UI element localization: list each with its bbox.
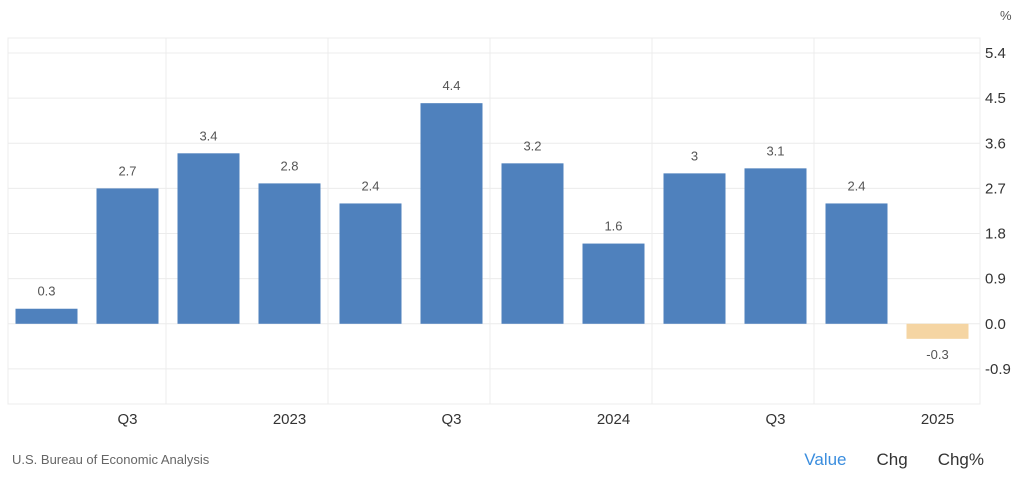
y-tick-label: 5.4 bbox=[985, 45, 1006, 62]
x-tick-label: Q3 bbox=[441, 411, 461, 428]
data-labels: 0.3 2.7 3.4 2.8 2.4 4.4 3.2 1.6 3 3.1 2.4 -0.3 bbox=[37, 78, 948, 362]
bar-value-label: 4.4 bbox=[442, 78, 460, 93]
y-tick-label: 4.5 bbox=[985, 90, 1006, 107]
bar-value-label: 0.3 bbox=[37, 284, 55, 299]
bar-value-label: 2.7 bbox=[118, 163, 136, 178]
y-axis: 5.4 4.5 3.6 2.7 1.8 0.9 0.0 -0.9 bbox=[985, 45, 1011, 378]
y-tick-label: 0.0 bbox=[985, 316, 1006, 333]
bar-value-label: -0.3 bbox=[926, 347, 948, 362]
y-tick-label: 3.6 bbox=[985, 135, 1006, 152]
y-tick-label: 2.7 bbox=[985, 180, 1006, 197]
bar bbox=[420, 103, 483, 324]
y-axis-unit: % bbox=[1000, 8, 1012, 23]
bar bbox=[339, 203, 402, 324]
grid-lines bbox=[7, 37, 981, 405]
bar-value-label: 2.8 bbox=[280, 158, 298, 173]
gdp-bar-chart: 0.3 2.7 3.4 2.8 2.4 4.4 3.2 1.6 3 3.1 2.4 -0.3 5.4 4… bbox=[7, 8, 1012, 428]
bar bbox=[177, 153, 240, 324]
y-tick-label: -0.9 bbox=[985, 361, 1011, 378]
bar-value-label: 2.4 bbox=[847, 178, 865, 193]
bar bbox=[744, 168, 807, 324]
x-tick-label: 2025 bbox=[921, 411, 954, 428]
bar-value-label: 3 bbox=[691, 148, 698, 163]
bar-value-label: 3.2 bbox=[523, 138, 541, 153]
x-tick-label: Q3 bbox=[117, 411, 137, 428]
bar bbox=[258, 183, 321, 324]
x-axis: Q3 2023 Q3 2024 Q3 2025 bbox=[117, 411, 954, 428]
value-toggle[interactable]: Value bbox=[804, 450, 847, 469]
view-toggles: Value Chg Chg% bbox=[804, 450, 984, 470]
x-tick-label: 2023 bbox=[273, 411, 306, 428]
x-tick-label: 2024 bbox=[597, 411, 630, 428]
y-tick-label: 0.9 bbox=[985, 271, 1006, 288]
bar bbox=[663, 173, 726, 324]
bars bbox=[15, 103, 969, 339]
plot-frame bbox=[7, 37, 981, 405]
bar bbox=[906, 323, 969, 339]
x-tick-label: Q3 bbox=[765, 411, 785, 428]
bar-value-label: 3.4 bbox=[199, 128, 217, 143]
y-tick-label: 1.8 bbox=[985, 226, 1006, 243]
bar bbox=[825, 203, 888, 324]
bar bbox=[15, 308, 78, 324]
bar-value-label: 3.1 bbox=[766, 143, 784, 158]
bar-value-label: 2.4 bbox=[361, 178, 379, 193]
chg-toggle[interactable]: Chg bbox=[876, 450, 908, 469]
chg-percent-toggle[interactable]: Chg% bbox=[937, 450, 984, 469]
bar bbox=[582, 243, 645, 324]
bar bbox=[501, 163, 564, 324]
source-label: U.S. Bureau of Economic Analysis bbox=[12, 452, 210, 467]
bar bbox=[96, 188, 159, 324]
bar-value-label: 1.6 bbox=[604, 219, 622, 234]
